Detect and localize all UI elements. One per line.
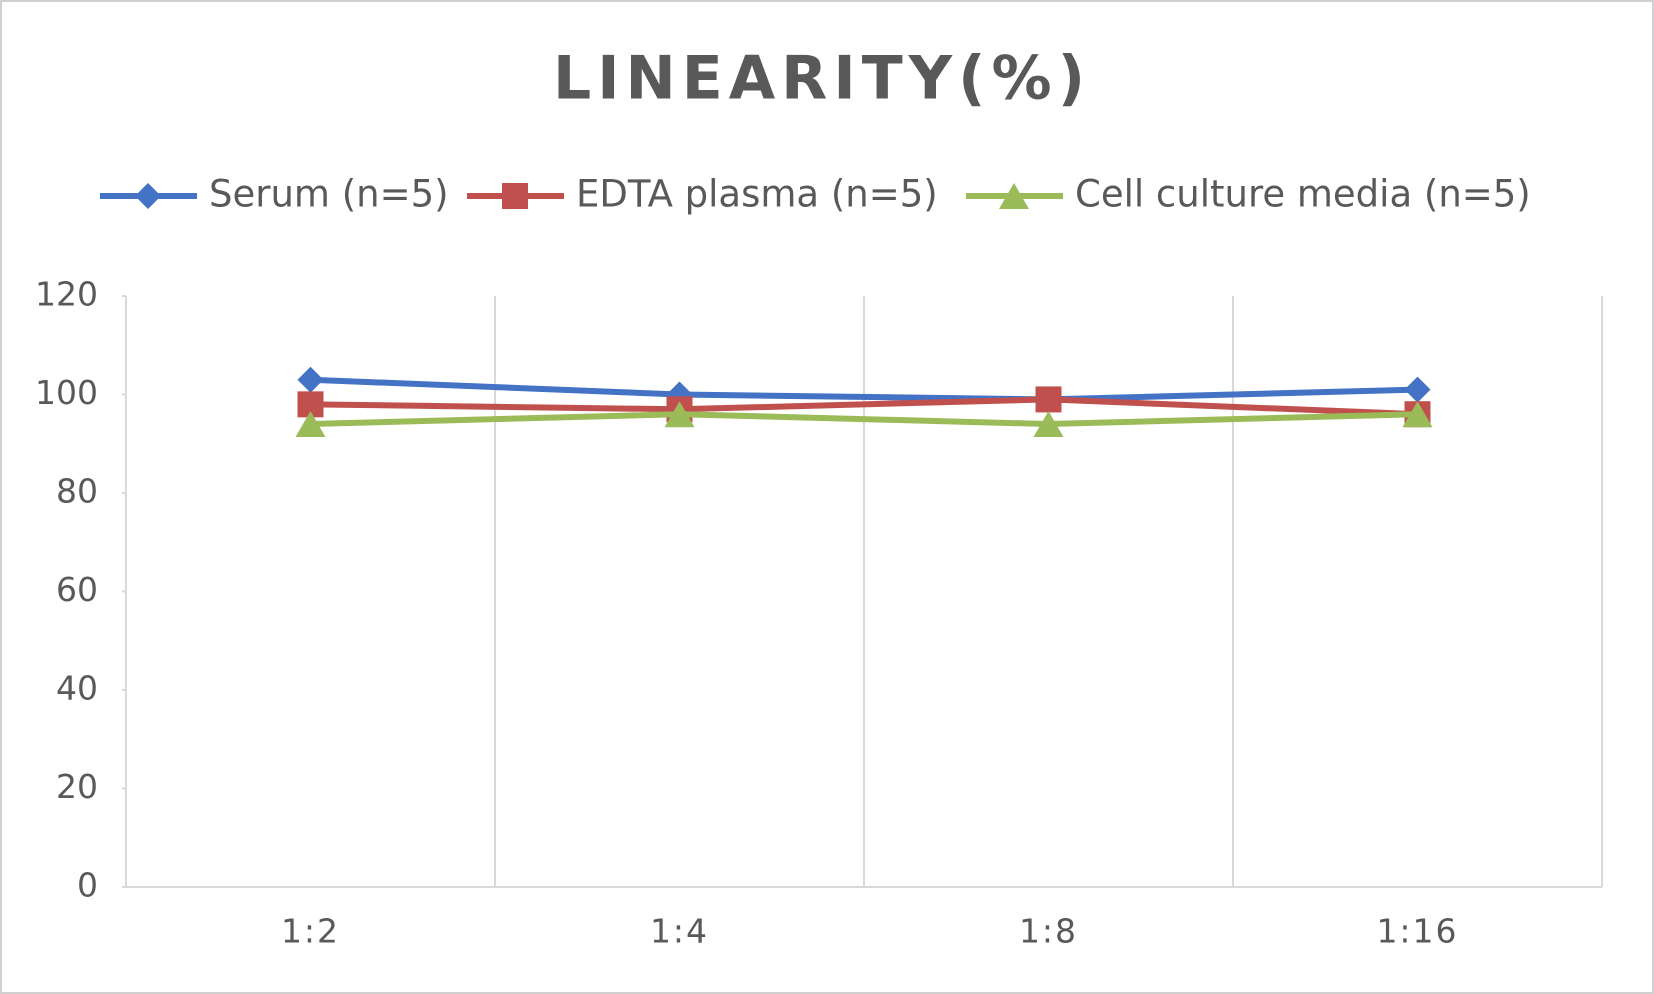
marker [664,401,695,428]
legend-label: EDTA plasma (n=5) [576,173,938,216]
marker [1404,376,1431,403]
y-tick-label: 20 [56,767,98,806]
marker [297,366,324,393]
marker [1402,401,1433,428]
x-tick-label: 1:16 [1376,912,1458,951]
legend-label: Cell culture media (n=5) [1075,173,1531,216]
legend-marker [135,183,161,209]
marker [295,411,326,438]
series-line [310,396,1418,418]
marker [1035,386,1062,413]
legend-marker [999,183,1029,209]
legend-marker [502,183,528,209]
y-tick-label: 80 [56,472,98,511]
y-tick-label: 100 [35,373,98,412]
x-tick-label: 1:2 [281,912,340,951]
marker [1033,411,1064,438]
y-tick-label: 120 [35,275,98,314]
y-tick-label: 0 [77,866,98,905]
y-tick-label: 40 [56,669,98,708]
series-line [310,411,1418,428]
series-line [310,376,1418,403]
x-tick-label: 1:8 [1019,912,1078,951]
legend-label: Serum (n=5) [209,173,449,216]
chart-title: LINEARITY(%) [553,44,1091,114]
y-tick-label: 60 [56,570,98,609]
x-tick-label: 1:4 [650,912,709,951]
